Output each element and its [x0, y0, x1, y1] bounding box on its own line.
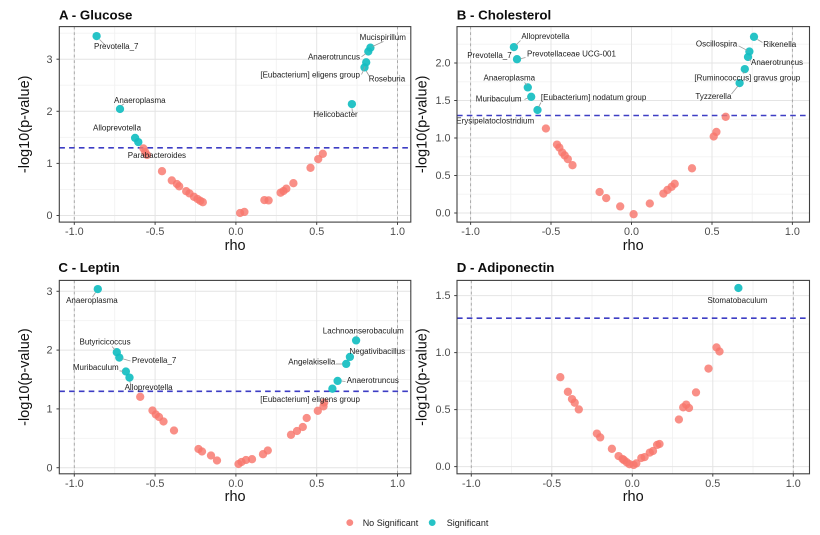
- svg-text:rho: rho: [623, 238, 644, 254]
- svg-text:Lachnoanserobaculum: Lachnoanserobaculum: [323, 326, 404, 335]
- svg-text:-0.5: -0.5: [146, 226, 165, 238]
- svg-text:Alloprevotella: Alloprevotella: [521, 32, 570, 41]
- svg-text:1.5: 1.5: [435, 95, 450, 107]
- svg-text:0.5: 0.5: [435, 404, 450, 416]
- svg-text:-log10(p-value): -log10(p-value): [17, 76, 33, 174]
- svg-text:Anaeroplasma: Anaeroplasma: [114, 96, 166, 105]
- svg-text:1.0: 1.0: [390, 478, 405, 490]
- svg-text:-log10(p-value): -log10(p-value): [415, 328, 431, 426]
- svg-text:B - Cholesterol: B - Cholesterol: [457, 8, 552, 23]
- svg-text:Prevotella_7: Prevotella_7: [132, 356, 177, 365]
- svg-text:Anaerotruncus: Anaerotruncus: [347, 376, 399, 385]
- svg-text:Tyzzerella: Tyzzerella: [695, 92, 732, 101]
- svg-text:[Eubacterium] eligens group: [Eubacterium] eligens group: [260, 71, 360, 80]
- svg-text:1.0: 1.0: [390, 226, 405, 238]
- svg-text:-0.5: -0.5: [542, 226, 561, 238]
- svg-text:Muribaculum: Muribaculum: [476, 95, 522, 104]
- svg-text:0: 0: [46, 462, 52, 474]
- svg-text:-log10(p-value): -log10(p-value): [415, 76, 431, 174]
- svg-text:Anaerotruncus: Anaerotruncus: [308, 52, 360, 61]
- svg-text:rho: rho: [225, 489, 246, 505]
- svg-text:Parabacteroides: Parabacteroides: [128, 151, 186, 160]
- svg-text:1: 1: [46, 158, 52, 170]
- svg-text:Oscillospira: Oscillospira: [696, 40, 738, 49]
- svg-text:Significant: Significant: [447, 518, 489, 528]
- svg-text:1: 1: [46, 404, 52, 416]
- svg-text:-log10(p-value): -log10(p-value): [17, 328, 33, 426]
- svg-text:Helicobacter: Helicobacter: [313, 110, 358, 119]
- svg-text:1.0: 1.0: [785, 226, 800, 238]
- svg-text:1.0: 1.0: [435, 133, 450, 145]
- svg-text:Stomatobaculum: Stomatobaculum: [707, 296, 767, 305]
- svg-text:C - Leptin: C - Leptin: [58, 260, 119, 275]
- svg-text:0.5: 0.5: [309, 478, 324, 490]
- svg-text:3: 3: [46, 54, 52, 66]
- svg-text:0.5: 0.5: [435, 170, 450, 182]
- svg-text:Butyricicoccus: Butyricicoccus: [80, 337, 131, 346]
- svg-text:D - Adiponectin: D - Adiponectin: [457, 260, 555, 275]
- svg-text:2: 2: [46, 345, 52, 357]
- svg-text:-1.0: -1.0: [65, 478, 84, 490]
- svg-text:1.0: 1.0: [435, 347, 450, 359]
- svg-text:-1.0: -1.0: [462, 478, 481, 490]
- svg-text:0.0: 0.0: [624, 226, 639, 238]
- svg-text:Alloprevotella: Alloprevotella: [125, 383, 174, 392]
- svg-text:Mucispirillum: Mucispirillum: [360, 33, 407, 42]
- svg-text:[Eubacterium] eligens group: [Eubacterium] eligens group: [260, 395, 360, 404]
- svg-text:Negativibacillus: Negativibacillus: [350, 347, 406, 356]
- svg-text:A - Glucose: A - Glucose: [59, 8, 132, 23]
- svg-text:Angelakisella: Angelakisella: [288, 358, 336, 367]
- svg-text:[Ruminococcus] gravus group: [Ruminococcus] gravus group: [694, 74, 800, 83]
- svg-text:Prevotellaceae UCG-001: Prevotellaceae UCG-001: [527, 50, 616, 59]
- svg-text:0.5: 0.5: [309, 226, 324, 238]
- svg-text:0.5: 0.5: [704, 226, 719, 238]
- svg-text:0.0: 0.0: [435, 208, 450, 220]
- svg-text:-0.5: -0.5: [542, 478, 561, 490]
- svg-text:2: 2: [46, 106, 52, 118]
- svg-text:-1.0: -1.0: [461, 226, 480, 238]
- svg-text:Muribaculum: Muribaculum: [73, 363, 119, 372]
- svg-text:0.0: 0.0: [435, 461, 450, 473]
- svg-text:Anaerotruncus: Anaerotruncus: [751, 58, 803, 67]
- svg-text:2.0: 2.0: [435, 58, 450, 70]
- svg-text:-1.0: -1.0: [65, 226, 84, 238]
- svg-text:No Significant: No Significant: [363, 518, 419, 528]
- svg-text:Roseburia: Roseburia: [369, 74, 406, 83]
- svg-text:-0.5: -0.5: [146, 478, 165, 490]
- svg-text:Prevotella_7: Prevotella_7: [467, 51, 512, 60]
- svg-text:Erysipelatoclostridium: Erysipelatoclostridium: [456, 117, 534, 126]
- svg-text:0.0: 0.0: [625, 478, 640, 490]
- svg-text:0.5: 0.5: [705, 478, 720, 490]
- svg-text:Prevotella_7: Prevotella_7: [94, 42, 139, 51]
- svg-text:Alloprevotella: Alloprevotella: [93, 124, 142, 133]
- svg-text:rho: rho: [623, 489, 644, 505]
- svg-text:1.5: 1.5: [435, 290, 450, 302]
- svg-text:[Eubacterium] nodatum group: [Eubacterium] nodatum group: [541, 93, 647, 102]
- svg-text:Anaeroplasma: Anaeroplasma: [484, 74, 536, 83]
- svg-text:rho: rho: [225, 238, 246, 254]
- svg-text:0.0: 0.0: [228, 478, 243, 490]
- svg-text:0: 0: [46, 210, 52, 222]
- svg-text:Rikenella: Rikenella: [763, 40, 796, 49]
- svg-text:0.0: 0.0: [228, 226, 243, 238]
- svg-text:3: 3: [46, 286, 52, 298]
- svg-text:Anaeroplasma: Anaeroplasma: [66, 296, 118, 305]
- svg-text:1.0: 1.0: [786, 478, 801, 490]
